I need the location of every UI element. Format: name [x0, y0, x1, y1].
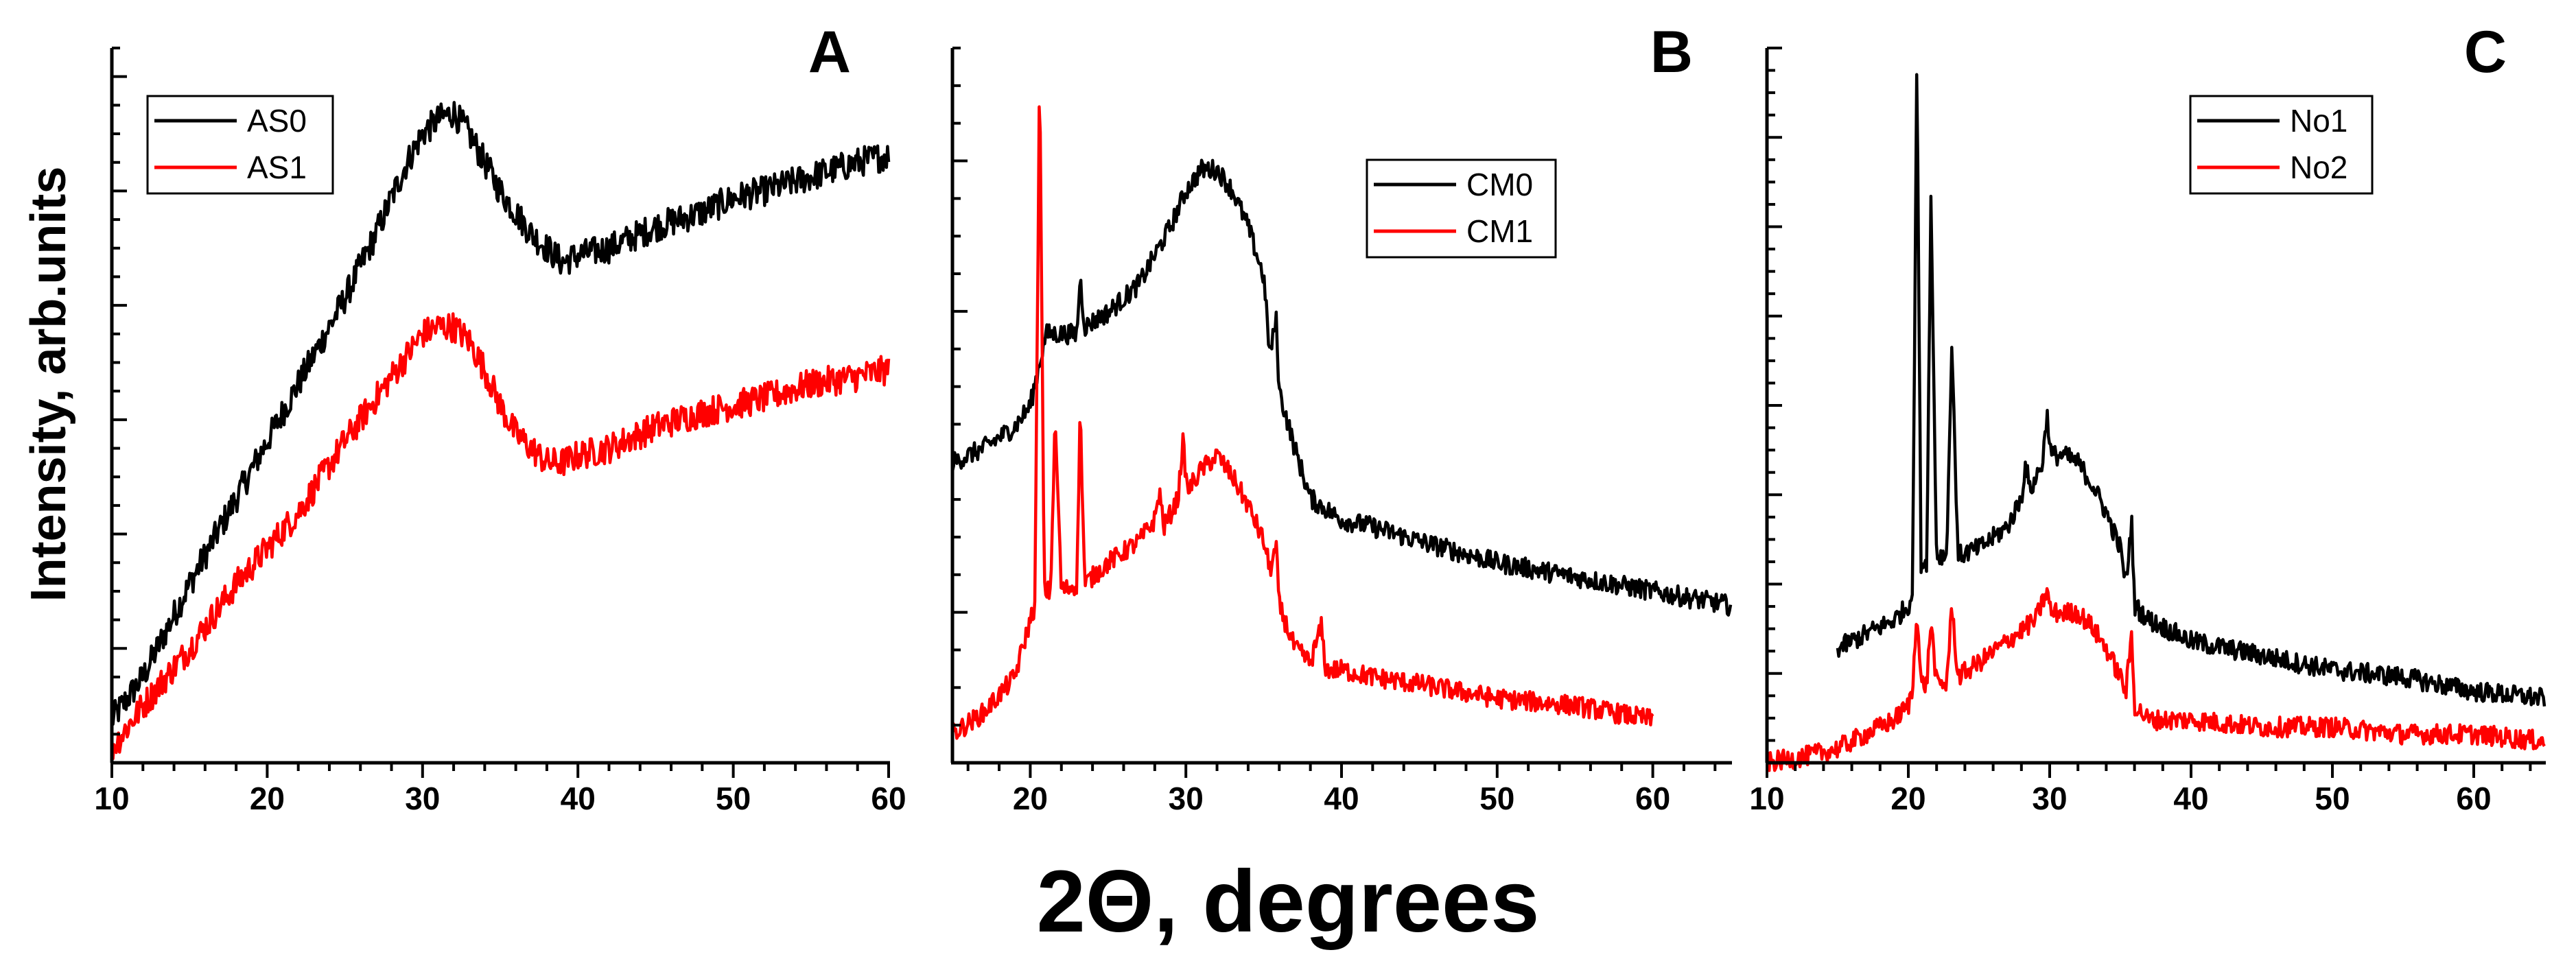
x-tick-label: 60: [1635, 781, 1670, 816]
panel-letter: A: [808, 19, 851, 85]
x-tick-label: 20: [250, 781, 285, 816]
series-line-as0: [110, 101, 891, 726]
x-tick-label: 30: [405, 781, 440, 816]
x-tick-label: 10: [1749, 781, 1784, 816]
legend-label-as1: AS1: [247, 150, 307, 185]
x-tick-label: 40: [2173, 781, 2208, 816]
x-tick-label: 50: [716, 781, 751, 816]
series-line-as1: [110, 312, 891, 761]
x-tick-label: 50: [1479, 781, 1514, 816]
x-tick-label: 40: [1324, 781, 1359, 816]
x-tick-label: 40: [561, 781, 596, 816]
series-line-no1: [1836, 73, 2546, 707]
x-tick-label: 30: [1169, 781, 1204, 816]
panel-letter: C: [2464, 19, 2507, 85]
x-axis-label: 2Θ, degrees: [1037, 853, 1540, 951]
x-tick-label: 50: [2315, 781, 2350, 816]
panel-letter: B: [1650, 19, 1693, 85]
legend-box: [146, 95, 334, 195]
legend-label-cm0: CM0: [1466, 167, 1533, 202]
x-tick-label: 30: [2032, 781, 2067, 816]
legend-box: [1366, 158, 1557, 259]
series-line-no2: [1765, 586, 2546, 772]
legend-label-no2: No2: [2290, 150, 2347, 185]
legend-label-cm1: CM1: [1466, 213, 1533, 249]
x-tick-label: 20: [1890, 781, 1925, 816]
series-line-cm0: [950, 158, 1733, 617]
y-axis-label: Intensity, arb.units: [21, 167, 76, 602]
x-tick-label: 60: [2456, 781, 2491, 816]
series-line-cm1: [950, 105, 1654, 740]
x-tick-label: 10: [94, 781, 129, 816]
legend-label-no1: No1: [2290, 103, 2347, 139]
legend-label-as0: AS0: [247, 103, 307, 139]
x-tick-label: 20: [1013, 781, 1048, 816]
x-tick-label: 60: [871, 781, 906, 816]
legend-box: [2189, 95, 2374, 195]
